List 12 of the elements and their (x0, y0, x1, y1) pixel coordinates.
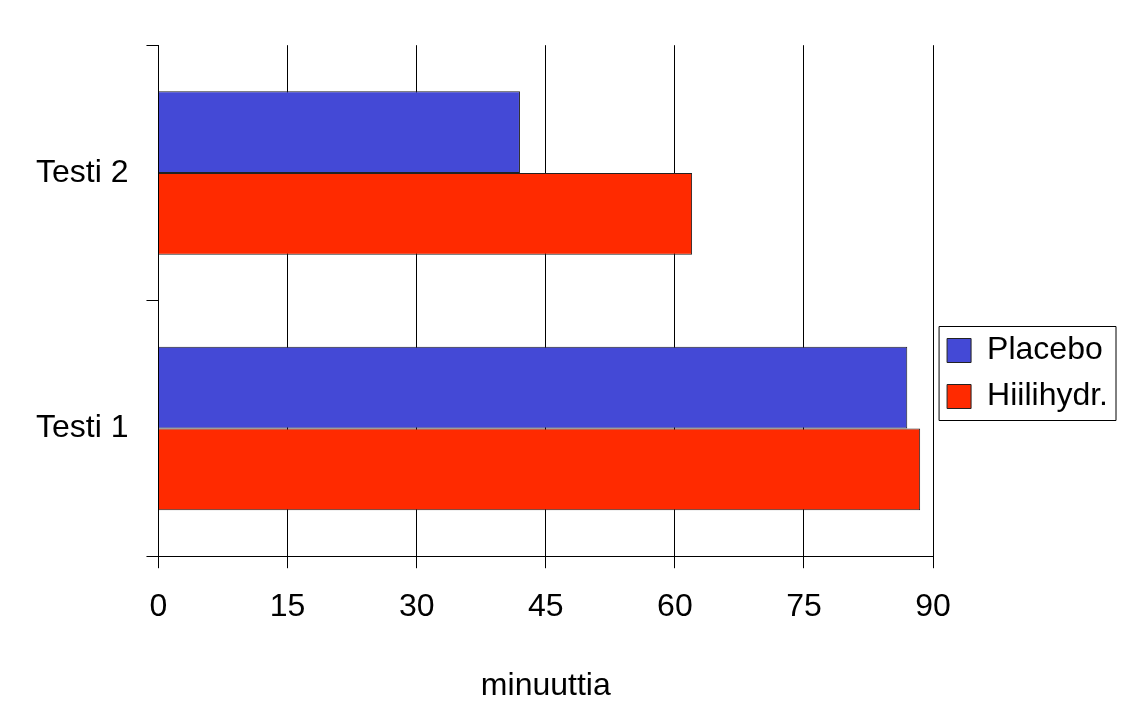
x-tick-label: 0 (149, 587, 168, 624)
x-tick-label: 30 (398, 587, 435, 624)
x-tick-label: 45 (527, 587, 564, 624)
x-tick-label: 75 (786, 587, 822, 624)
x-tick-label: 60 (657, 587, 693, 624)
legend-label: Placebo (987, 330, 1103, 367)
y-tick-label: Testi 1 (36, 408, 129, 445)
y-tick-label: Testi 2 (36, 152, 129, 189)
x-tick-label: 90 (915, 587, 951, 624)
x-tick-label: 15 (269, 587, 306, 624)
legend-label: Hiilihydr. (987, 376, 1108, 413)
x-axis-title: minuuttia (480, 665, 611, 702)
